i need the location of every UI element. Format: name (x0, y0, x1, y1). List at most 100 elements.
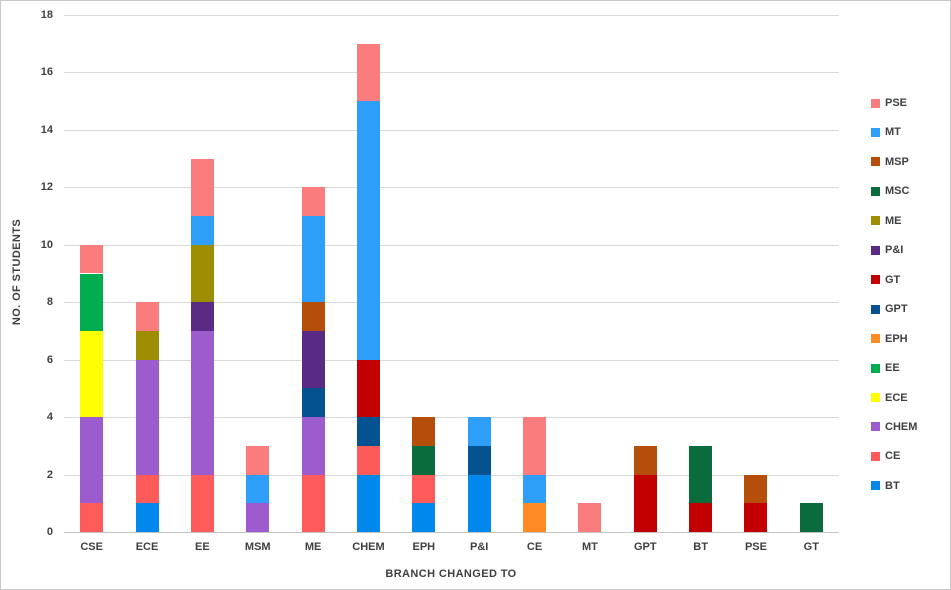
x-category-label-CHEM: CHEM (352, 541, 385, 553)
bar-segment-CHEM-EE[interactable] (190, 330, 214, 475)
gridline-y-8 (64, 302, 839, 304)
legend-item-GPT[interactable]: GPT (871, 303, 908, 315)
bar-segment-ECE-CSE[interactable] (80, 330, 104, 418)
bar-segment-CE-ME[interactable] (301, 474, 325, 532)
legend-item-PSE[interactable]: PSE (871, 97, 907, 109)
bar-segment-GT-CHEM[interactable] (356, 359, 380, 418)
bar-segment-MT-EE[interactable] (190, 216, 214, 245)
bar-segment-GT-GPT[interactable] (633, 474, 657, 532)
legend-label: MSP (885, 155, 909, 168)
bar-segment-CE-EE[interactable] (190, 474, 214, 532)
bar-segment-MT-ME[interactable] (301, 216, 325, 303)
legend-item-MT[interactable]: MT (871, 126, 901, 138)
bar-segment-MT-CHEM[interactable] (356, 101, 380, 360)
legend-label: MT (885, 126, 901, 139)
x-category-label-PSE: PSE (744, 541, 767, 553)
legend-item-CE[interactable]: CE (871, 450, 900, 462)
bar-segment-ME-EE[interactable] (190, 244, 214, 303)
bar-segment-PSE-EE[interactable] (190, 158, 214, 217)
bar-segment-P&I-EE[interactable] (190, 302, 214, 331)
bar-segment-CE-CSE[interactable] (80, 503, 104, 532)
bar-segment-CHEM-ECE[interactable] (135, 359, 159, 475)
legend-item-BT[interactable]: BT (871, 480, 900, 492)
bar-segment-EPH-CE[interactable] (523, 503, 547, 532)
x-category-label-CSE: CSE (80, 541, 103, 553)
gridline-y-4 (64, 417, 839, 419)
legend-swatch-P&I (871, 245, 880, 255)
bar-segment-CE-CHEM[interactable] (356, 445, 380, 475)
legend-item-ME[interactable]: ME (871, 215, 902, 227)
legend-item-MSC[interactable]: MSC (871, 185, 909, 197)
x-category-label-MSM: MSM (244, 541, 271, 553)
bar-segment-PSE-CSE[interactable] (80, 244, 104, 274)
y-tick-label: 16 (40, 66, 53, 79)
bar-segment-ME-ECE[interactable] (135, 330, 159, 360)
gridline-y-10 (64, 244, 839, 246)
x-category-label-ME: ME (304, 541, 322, 553)
bar-segment-MSC-GT[interactable] (799, 503, 823, 532)
x-category-label-P&I: P&I (470, 541, 489, 553)
bar-segment-GPT-ME[interactable] (301, 388, 325, 418)
bar-segment-EE-CSE[interactable] (80, 273, 104, 331)
x-category-label-EE: EE (195, 541, 210, 553)
legend-swatch-MT (871, 127, 880, 137)
bar-segment-BT-EPH[interactable] (412, 503, 436, 532)
y-tick-label: 12 (40, 181, 53, 194)
y-tick-label: 14 (40, 123, 53, 136)
legend-item-MSP[interactable]: MSP (871, 156, 909, 168)
legend-swatch-ECE (871, 393, 880, 402)
bar-segment-MT-MSM[interactable] (246, 474, 270, 504)
y-axis-title: NO. OF STUDENTS (11, 218, 23, 326)
x-category-label-MT: MT (581, 541, 598, 553)
legend-item-GT[interactable]: GT (871, 274, 900, 286)
bar-segment-CHEM-ME[interactable] (301, 417, 325, 475)
legend-swatch-GPT (871, 304, 880, 314)
legend-item-ECE[interactable]: ECE (871, 392, 908, 404)
bar-segment-CE-ECE[interactable] (135, 474, 159, 504)
legend-swatch-MSC (871, 186, 880, 196)
bar-segment-PSE-MT[interactable] (578, 503, 602, 532)
legend-label: MSC (885, 185, 910, 198)
legend-label: P&I (885, 244, 904, 257)
bar-segment-MSP-EPH[interactable] (412, 417, 436, 446)
bar-segment-BT-ECE[interactable] (135, 503, 159, 532)
legend-item-P&I[interactable]: P&I (871, 244, 903, 256)
bar-segment-PSE-CE[interactable] (523, 417, 547, 475)
legend-label: ME (885, 214, 902, 227)
legend-item-EE[interactable]: EE (871, 362, 900, 374)
bar-segment-PSE-ME[interactable] (301, 187, 325, 217)
bar-segment-GPT-CHEM[interactable] (356, 417, 380, 446)
bar-segment-CE-EPH[interactable] (412, 474, 436, 504)
x-category-label-EPH: EPH (412, 541, 436, 553)
y-tick-label: 18 (40, 9, 53, 21)
bar-segment-BT-P&I[interactable] (467, 474, 491, 532)
bar-segment-MSP-ME[interactable] (301, 302, 325, 331)
legend-item-EPH[interactable]: EPH (871, 333, 908, 345)
bar-segment-CHEM-MSM[interactable] (246, 503, 270, 532)
legend-swatch-MSP (871, 157, 880, 167)
bar-segment-BT-CHEM[interactable] (356, 474, 380, 532)
bar-segment-MSC-EPH[interactable] (412, 445, 436, 475)
bar-segment-GT-BT[interactable] (689, 503, 713, 532)
legend-swatch-EE (871, 363, 880, 373)
bar-segment-MT-CE[interactable] (523, 474, 547, 504)
bar-segment-MSP-GPT[interactable] (633, 445, 657, 475)
x-category-label-GPT: GPT (633, 541, 657, 553)
bar-segment-P&I-ME[interactable] (301, 330, 325, 389)
bar-segment-PSE-CHEM[interactable] (356, 43, 380, 102)
bar-segment-MT-P&I[interactable] (467, 417, 491, 446)
legend-swatch-GT (871, 275, 880, 285)
bar-segment-MSC-BT[interactable] (689, 445, 713, 504)
bar-segment-CHEM-CSE[interactable] (80, 417, 104, 504)
bar-segment-GPT-P&I[interactable] (467, 445, 491, 475)
bar-segment-PSE-MSM[interactable] (246, 445, 270, 475)
legend-label: CHEM (885, 420, 918, 433)
gridline-y-14 (64, 129, 839, 131)
bar-segment-GT-PSE[interactable] (744, 503, 768, 532)
gridline-y-16 (64, 72, 839, 74)
legend-label: BT (885, 479, 900, 492)
bar-segment-PSE-ECE[interactable] (135, 302, 159, 331)
gridline-y-18 (64, 15, 839, 16)
legend-item-CHEM[interactable]: CHEM (871, 421, 917, 433)
bar-segment-MSP-PSE[interactable] (744, 474, 768, 504)
